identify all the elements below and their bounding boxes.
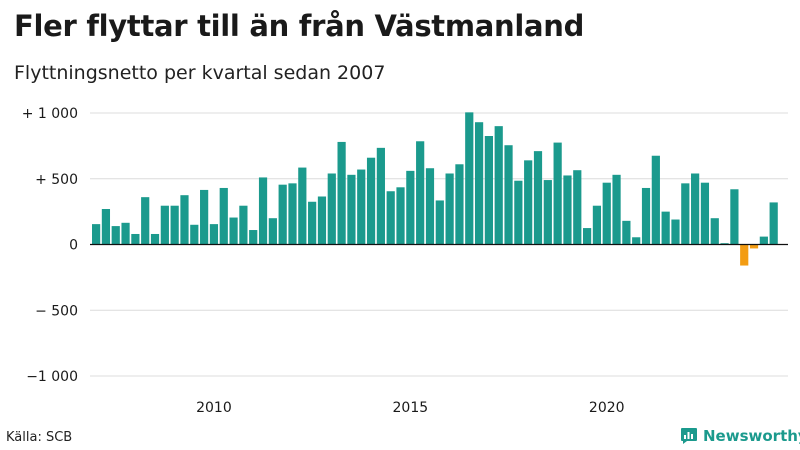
bar [180, 195, 189, 245]
bar [239, 205, 248, 245]
bar [249, 230, 258, 245]
bar [268, 218, 277, 245]
y-tick-label: + 1 000 [22, 106, 78, 122]
brand-logo: Newsworthy [680, 426, 800, 446]
bar [465, 112, 474, 245]
bar [337, 141, 346, 245]
y-tick-label: 0 [69, 238, 78, 254]
bar [416, 141, 425, 245]
bar [298, 167, 307, 245]
bar [651, 155, 660, 245]
bar [632, 237, 641, 245]
bar [622, 220, 631, 245]
bar [366, 157, 376, 245]
bar [494, 126, 503, 245]
bar [769, 202, 778, 245]
bar [376, 147, 385, 245]
bar [160, 205, 169, 245]
bar [553, 142, 562, 245]
bar [327, 173, 336, 245]
bar [111, 226, 120, 245]
bar [661, 211, 670, 245]
bar [190, 224, 199, 245]
bar [396, 187, 405, 245]
bar [435, 200, 444, 245]
bar [641, 187, 651, 245]
bar [386, 191, 395, 245]
bar [406, 170, 415, 245]
x-tick-label: 2015 [393, 400, 429, 416]
bar [681, 183, 690, 245]
bar [691, 173, 700, 245]
bar [101, 209, 111, 245]
bar [357, 169, 366, 245]
bar [347, 174, 356, 245]
bar [474, 122, 484, 245]
bar [219, 187, 228, 245]
bar [524, 160, 533, 245]
bar [759, 236, 768, 245]
bar [563, 175, 572, 245]
bar [573, 170, 582, 245]
bar [583, 228, 592, 245]
x-tick-label: 2020 [589, 400, 625, 416]
bar [484, 136, 493, 245]
bar [710, 218, 719, 245]
bar [258, 177, 268, 245]
grid-lines [90, 112, 788, 377]
bar [288, 183, 297, 245]
bar-chart: + 1 000 + 500 0 − 500 −1 000 2010 2015 2020 [22, 106, 788, 416]
bar [700, 182, 710, 245]
y-tick-label: −1 000 [26, 369, 78, 385]
bar [749, 244, 759, 249]
bar [141, 197, 150, 245]
bar [740, 244, 749, 266]
bar [671, 219, 680, 245]
y-tick-label: + 500 [35, 172, 78, 188]
bar [425, 168, 435, 245]
bar [150, 233, 160, 245]
bar [720, 243, 729, 245]
bar [131, 233, 140, 245]
bar [514, 180, 523, 245]
y-axis-labels: + 1 000 + 500 0 − 500 −1 000 [22, 106, 78, 385]
y-tick-label: − 500 [35, 303, 78, 319]
bar [278, 184, 287, 245]
bar [317, 196, 327, 245]
newsworthy-logo-icon [681, 428, 697, 444]
bar [209, 224, 219, 245]
x-tick-label: 2010 [196, 400, 232, 416]
chart-subtitle: Flyttningsnetto per kvartal sedan 2007 [14, 62, 386, 84]
x-axis-labels: 2010 2015 2020 [196, 400, 624, 416]
bar [730, 189, 739, 245]
bar [200, 189, 209, 245]
bar [445, 173, 454, 245]
bar [602, 182, 611, 245]
source-note: Källa: SCB [6, 430, 73, 445]
bar [533, 151, 543, 245]
bar [612, 174, 621, 245]
brand-name: Newsworthy [703, 427, 800, 445]
bar [455, 164, 464, 245]
bar [229, 217, 238, 245]
chart-title: Fler flyttar till än från Västmanland [14, 9, 585, 43]
bar [504, 145, 513, 245]
bar [308, 201, 317, 245]
bar [92, 224, 101, 245]
bar [121, 222, 130, 245]
bar-series [92, 112, 778, 266]
bar [170, 205, 179, 245]
bar [592, 205, 602, 245]
bar [543, 180, 552, 245]
